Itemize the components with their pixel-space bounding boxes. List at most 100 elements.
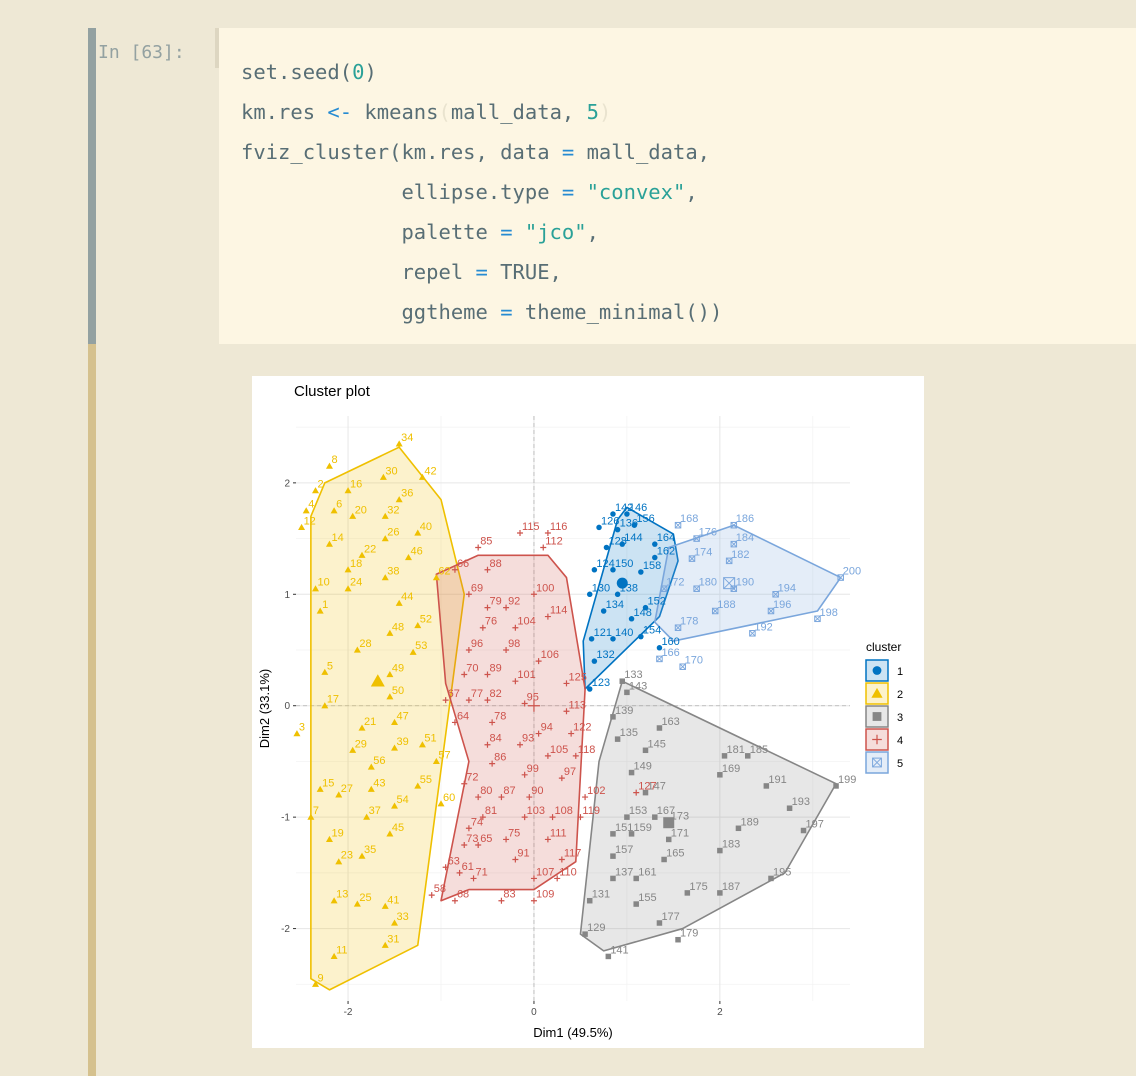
marker-shape xyxy=(503,604,510,611)
code-line-5: palette = "jco", xyxy=(241,220,599,244)
marker-shape xyxy=(527,699,540,712)
point-label: 191 xyxy=(768,774,786,786)
point-label: 143 xyxy=(629,680,647,692)
data-point xyxy=(544,530,551,536)
data-point xyxy=(619,678,626,684)
point-label: 162 xyxy=(657,546,675,558)
data-point xyxy=(572,752,579,759)
marker-shape xyxy=(723,577,735,589)
notebook-cell[interactable]: In [63]: set.seed(0) km.res <- kmeans(ma… xyxy=(88,28,1136,1076)
marker-shape xyxy=(484,604,491,611)
x-axis-label: Dim1 (49.5%) xyxy=(533,1025,612,1040)
point-label: 82 xyxy=(489,688,501,700)
data-point xyxy=(730,540,738,548)
data-point xyxy=(358,852,366,859)
point-label: 137 xyxy=(615,866,633,878)
marker-shape xyxy=(661,856,667,863)
marker-shape xyxy=(577,814,584,821)
point-label: 140 xyxy=(615,627,633,639)
point-label: 89 xyxy=(489,663,501,675)
data-point xyxy=(475,842,482,848)
data-point xyxy=(349,746,357,753)
data-point xyxy=(451,719,458,726)
data-point xyxy=(544,613,551,620)
data-point xyxy=(582,794,589,801)
marker-shape xyxy=(610,875,616,882)
marker-shape xyxy=(619,541,626,547)
marker-shape xyxy=(614,736,621,742)
marker-shape xyxy=(442,697,449,704)
point-label: 151 xyxy=(615,822,633,834)
point-label: 145 xyxy=(648,738,666,750)
point-label: 65 xyxy=(480,833,492,845)
point-label: 178 xyxy=(680,616,698,628)
data-point xyxy=(391,744,399,751)
marker-shape xyxy=(723,577,736,590)
code-block[interactable]: set.seed(0) km.res <- kmeans(mall_data, … xyxy=(241,52,722,332)
y-tick-label: -2 xyxy=(281,924,290,935)
point-label: 22 xyxy=(364,543,376,555)
marker-shape xyxy=(572,752,579,759)
point-label: 102 xyxy=(587,785,605,797)
data-point xyxy=(624,689,630,696)
point-label: 157 xyxy=(615,844,633,856)
point-label: 190 xyxy=(736,577,754,589)
point-label: 182 xyxy=(731,549,749,561)
marker-shape xyxy=(614,591,621,598)
marker-shape xyxy=(610,714,616,720)
point-label: 80 xyxy=(480,785,492,797)
code-editor[interactable]: set.seed(0) km.res <- kmeans(mall_data, … xyxy=(219,28,1136,344)
point-label: 148 xyxy=(634,607,652,619)
data-point xyxy=(409,648,417,655)
point-label: 103 xyxy=(527,805,545,817)
marker-shape xyxy=(814,615,821,622)
point-label: 40 xyxy=(420,521,432,533)
marker-shape xyxy=(386,830,394,837)
data-point xyxy=(591,658,598,664)
point-label: 199 xyxy=(838,774,856,786)
data-point xyxy=(498,794,505,801)
point-label: 180 xyxy=(699,577,717,589)
point-label: 91 xyxy=(517,847,529,859)
data-point xyxy=(535,658,542,665)
marker-shape xyxy=(312,980,320,987)
marker-shape xyxy=(693,585,700,592)
input-collapser[interactable] xyxy=(88,28,96,344)
marker-shape xyxy=(414,621,422,629)
point-label: 66 xyxy=(457,558,469,570)
marker-shape xyxy=(391,718,399,726)
point-label: 149 xyxy=(634,761,652,773)
point-label: 96 xyxy=(471,638,483,650)
marker-shape xyxy=(628,616,635,622)
data-point xyxy=(674,624,682,631)
point-label: 29 xyxy=(355,738,367,750)
point-label: 101 xyxy=(517,669,535,681)
data-point xyxy=(693,585,700,592)
data-point xyxy=(624,814,630,820)
marker-shape xyxy=(521,771,528,778)
point-label: 31 xyxy=(387,933,399,945)
data-point xyxy=(456,869,463,876)
data-point xyxy=(484,566,491,573)
marker-shape xyxy=(335,791,343,798)
point-label: 173 xyxy=(671,811,689,823)
data-point xyxy=(316,785,324,792)
cluster-4-centroid xyxy=(527,699,540,712)
data-point xyxy=(530,875,537,882)
legend-marker-4 xyxy=(872,734,882,745)
marker-shape xyxy=(596,524,602,531)
marker-shape xyxy=(442,864,449,871)
data-point xyxy=(582,931,588,937)
output-collapser[interactable] xyxy=(88,344,96,1076)
point-label: 30 xyxy=(385,465,397,477)
marker-shape xyxy=(582,794,589,801)
marker-shape xyxy=(386,629,394,636)
marker-shape xyxy=(633,875,639,882)
marker-shape xyxy=(652,814,658,820)
marker-shape xyxy=(837,574,844,581)
point-label: 73 xyxy=(466,833,478,845)
marker-shape xyxy=(628,769,635,776)
point-label: 20 xyxy=(355,504,367,516)
